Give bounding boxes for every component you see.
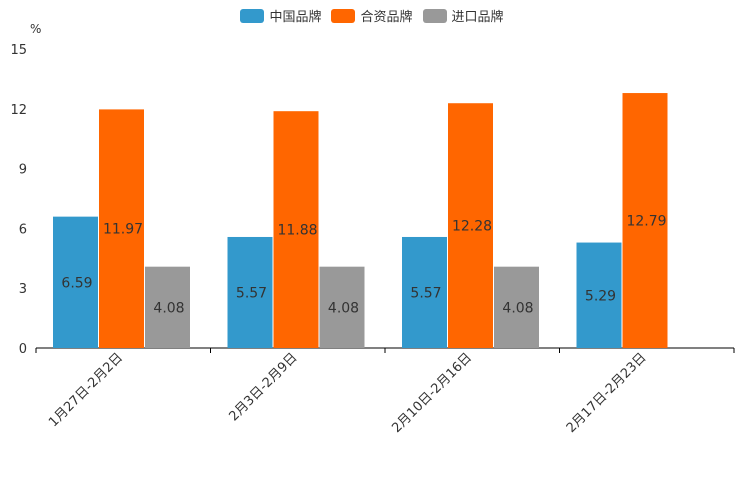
legend-item-china-brand[interactable]: 中国品牌 <box>240 6 321 25</box>
data-label: 11.88 <box>277 223 317 239</box>
data-label: 12.79 <box>626 214 666 230</box>
y-axis-unit-label: % <box>30 22 42 36</box>
bar <box>99 109 144 348</box>
legend-item-joint-venture-brand[interactable]: 合资品牌 <box>331 6 413 25</box>
y-tick-label: 6 <box>19 222 27 237</box>
y-tick-label: 15 <box>10 43 27 58</box>
bar <box>53 216 98 348</box>
x-tick-label: 2月10日-2月16日 <box>389 350 475 436</box>
data-label: 4.08 <box>328 300 359 316</box>
data-label: 12.28 <box>452 219 492 235</box>
legend-swatch-china-brand <box>240 8 265 23</box>
bar <box>273 111 319 348</box>
legend-label-joint-venture-brand: 合资品牌 <box>360 10 413 25</box>
bar <box>494 266 539 348</box>
bar <box>227 236 273 348</box>
data-label: 5.57 <box>410 285 441 301</box>
legend-swatch-imported-brand <box>422 8 447 23</box>
legend-label-imported-brand: 进口品牌 <box>451 10 504 25</box>
bar <box>145 266 190 348</box>
bar <box>576 242 622 348</box>
y-tick-label: 0 <box>19 342 27 357</box>
x-tick-label: 1月27日-2月2日 <box>46 350 126 430</box>
legend-swatch-joint-venture-brand <box>331 8 356 23</box>
x-tick-label: 2月17日-2月23日 <box>564 350 650 436</box>
bar <box>319 266 365 348</box>
data-label: 4.08 <box>502 300 533 316</box>
y-tick-label: 9 <box>19 163 27 178</box>
legend: 中国品牌 合资品牌 进口品牌 <box>0 6 744 25</box>
x-tick-label: 2月3日-2月9日 <box>226 350 300 424</box>
data-label: 5.29 <box>585 288 616 304</box>
y-tick-label: 12 <box>10 103 27 118</box>
data-label: 11.97 <box>103 222 143 238</box>
bar <box>402 236 447 348</box>
legend-label-china-brand: 中国品牌 <box>269 10 322 25</box>
data-label: 5.57 <box>236 285 267 301</box>
legend-item-imported-brand[interactable]: 进口品牌 <box>422 6 504 25</box>
bar <box>448 103 493 349</box>
bar <box>622 93 668 348</box>
data-label: 4.08 <box>153 300 184 316</box>
y-tick-label: 3 <box>19 282 27 297</box>
data-label: 6.59 <box>61 275 92 291</box>
